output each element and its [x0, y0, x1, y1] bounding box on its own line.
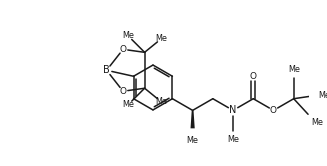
Text: Me: Me — [311, 118, 323, 127]
Text: N: N — [229, 105, 237, 115]
Text: O: O — [270, 106, 277, 115]
Text: B: B — [103, 65, 110, 75]
Text: Me: Me — [288, 65, 300, 74]
Text: O: O — [120, 87, 127, 96]
Text: O: O — [250, 72, 257, 81]
Text: Me: Me — [122, 31, 134, 40]
Text: Me: Me — [122, 100, 134, 109]
Text: Me: Me — [155, 97, 167, 106]
Text: Me: Me — [187, 135, 198, 145]
Text: O: O — [120, 45, 127, 54]
Polygon shape — [191, 110, 195, 128]
Text: Me: Me — [155, 34, 167, 43]
Text: Me: Me — [227, 135, 239, 144]
Text: Me: Me — [318, 91, 327, 100]
